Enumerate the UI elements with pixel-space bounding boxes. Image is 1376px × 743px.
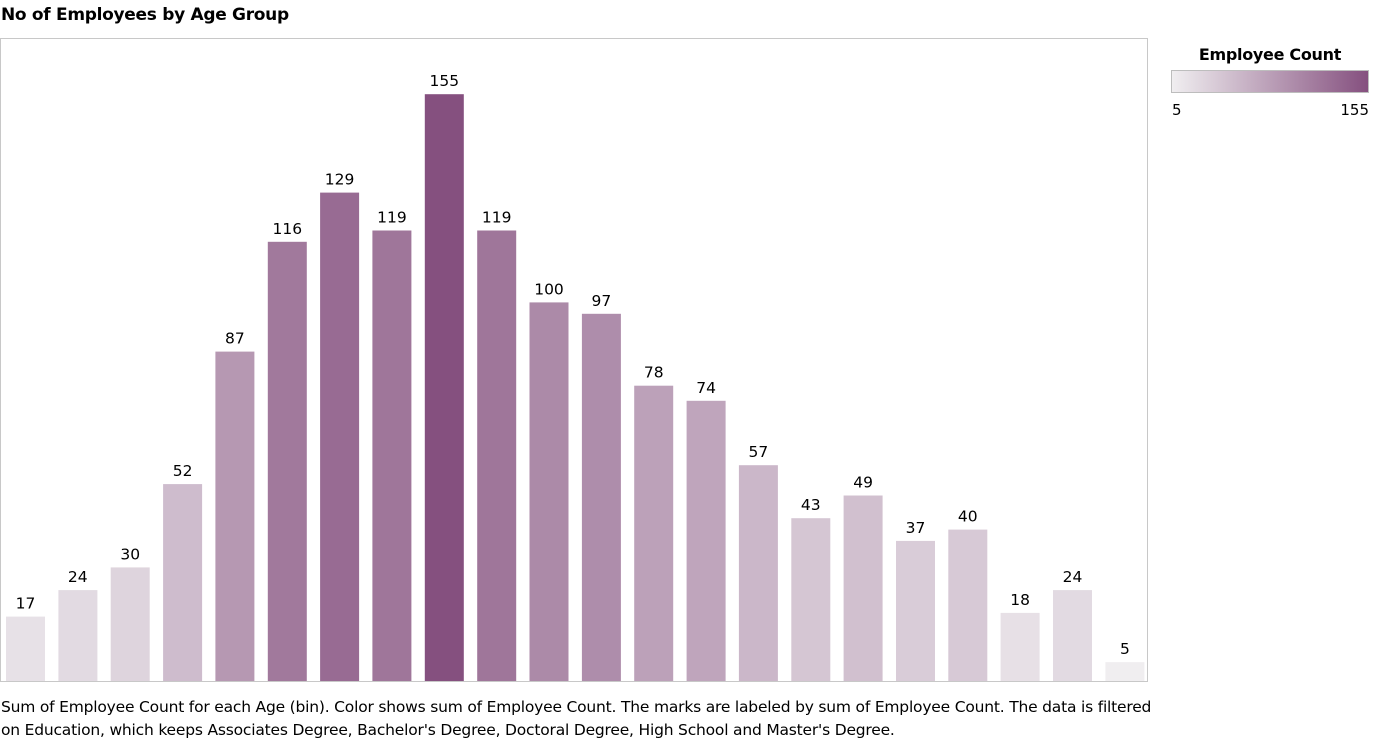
chart-title: No of Employees by Age Group <box>1 5 289 25</box>
bar[interactable] <box>215 351 255 681</box>
bar-chart: 17 24 30 52 87 116 129 119 155 119 100 97 78 74 57 43 49… <box>6 72 1145 682</box>
bar-value-label: 74 <box>696 379 716 397</box>
bar[interactable] <box>267 241 307 682</box>
bar-value-label: 24 <box>68 568 88 586</box>
legend-max-label: 155 <box>1340 101 1369 119</box>
bar[interactable] <box>896 540 935 681</box>
bar[interactable] <box>948 529 988 681</box>
bar[interactable] <box>58 590 98 681</box>
bar-value-label: 78 <box>644 364 664 382</box>
color-legend: Employee Count 5 155 <box>1171 45 1369 125</box>
legend-title: Employee Count <box>1198 45 1342 64</box>
bar-value-label: 30 <box>120 545 140 563</box>
bar-value-label: 119 <box>377 209 407 227</box>
bar-value-label: 97 <box>592 292 612 310</box>
bar-value-label: 116 <box>273 220 303 238</box>
bar-value-label: 43 <box>801 496 821 514</box>
bar[interactable] <box>372 230 412 682</box>
legend-min-label: 5 <box>1172 101 1182 119</box>
bar-value-label: 155 <box>430 72 460 90</box>
bar[interactable] <box>1000 612 1040 681</box>
bar-value-label: 49 <box>853 474 873 492</box>
bar[interactable] <box>320 192 360 681</box>
legend-gradient <box>1171 70 1369 93</box>
bar-value-label: 129 <box>325 171 355 189</box>
bar-value-label: 5 <box>1120 640 1130 658</box>
bar[interactable] <box>110 567 150 681</box>
bar-value-label: 17 <box>16 595 36 613</box>
bar-value-label: 100 <box>534 280 564 298</box>
bar[interactable] <box>843 495 883 682</box>
bar[interactable] <box>686 400 726 681</box>
bar[interactable] <box>581 313 621 681</box>
plot-area <box>0 38 1148 682</box>
bar-value-label: 37 <box>906 519 926 537</box>
bar-value-label: 40 <box>958 508 978 526</box>
bar-value-label: 119 <box>482 209 512 227</box>
bar[interactable] <box>477 230 517 682</box>
bar[interactable] <box>1053 590 1092 681</box>
bar[interactable] <box>163 484 203 681</box>
bar[interactable] <box>738 465 778 681</box>
bar[interactable] <box>634 385 674 681</box>
bar-value-label: 57 <box>749 443 769 461</box>
bar-value-label: 24 <box>1063 568 1083 586</box>
bar-value-label: 18 <box>1010 591 1030 609</box>
bar-value-label: 52 <box>173 462 193 480</box>
chart-caption: Sum of Employee Count for each Age (bin)… <box>1 698 1152 739</box>
bar[interactable] <box>6 616 45 681</box>
bar[interactable] <box>791 518 831 681</box>
bar[interactable] <box>529 302 569 681</box>
bar[interactable] <box>424 94 464 681</box>
bar-value-label: 87 <box>225 330 245 348</box>
bar[interactable] <box>1105 662 1145 681</box>
